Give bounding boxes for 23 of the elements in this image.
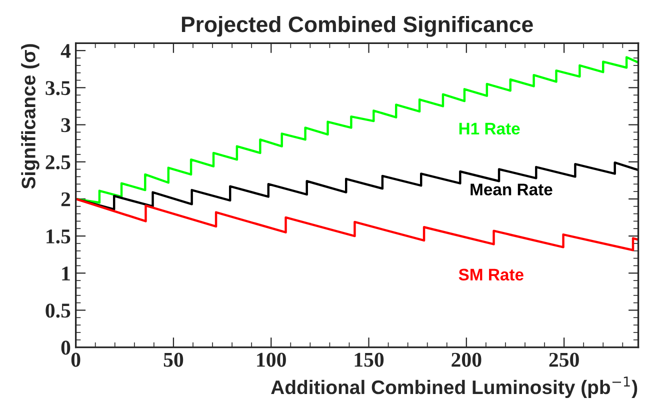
y-tick-label: 0 (61, 340, 70, 355)
series-label: SM Rate (458, 268, 524, 281)
chart-title: Projected Combined Significance (182, 16, 533, 37)
line-series (76, 198, 638, 252)
x-tick-label: 100 (257, 352, 286, 367)
y-tick-label: 2.5 (46, 155, 70, 170)
series-label: Mean Rate (470, 184, 552, 196)
y-tick-label: 3 (61, 118, 70, 132)
y-tick-label: 2 (61, 192, 70, 206)
x-tick-label: 200 (452, 352, 482, 367)
x-tick-label: 250 (549, 352, 579, 367)
y-axis-title: Significance (σ) (21, 44, 40, 189)
line-series (76, 56, 638, 204)
series-label: H1 Rate (459, 122, 520, 135)
x-tick-label: 0 (71, 352, 80, 367)
x-axis-title: Additional Combined Luminosity (pb$^{−1}$) (271, 376, 638, 398)
y-tick-label: 4 (60, 44, 71, 58)
y-tick-label: 1 (62, 266, 70, 280)
y-tick-label: 1.5 (46, 230, 70, 244)
y-tick-label: 0.5 (46, 304, 70, 318)
x-tick-label: 150 (354, 352, 384, 367)
x-tick-label: 50 (164, 352, 184, 367)
y-tick-label: 3.5 (46, 81, 70, 96)
